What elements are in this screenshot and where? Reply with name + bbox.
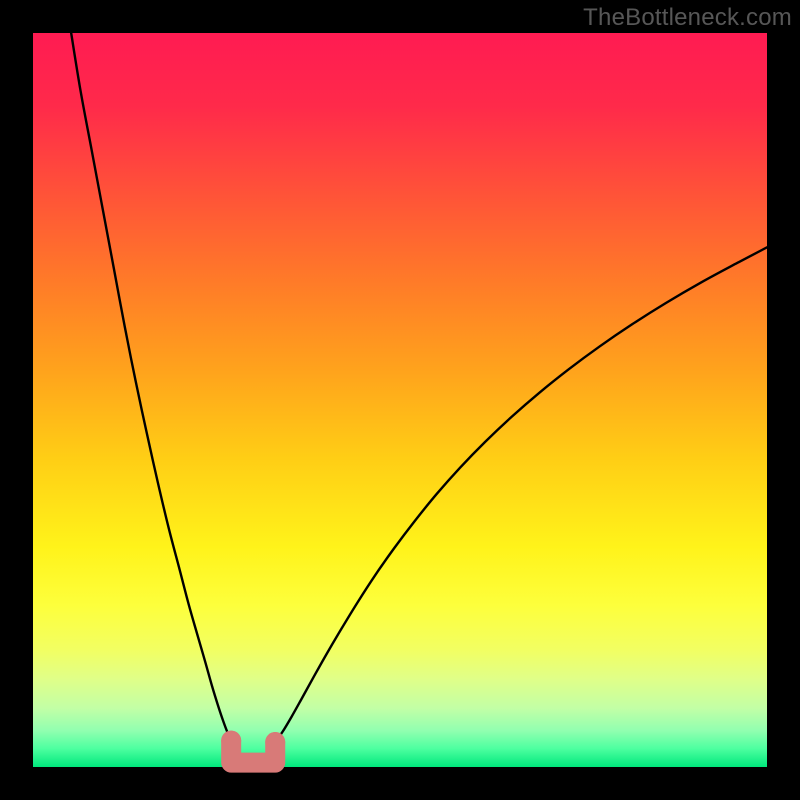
watermark-text: TheBottleneck.com [583,4,792,32]
marker-dot-right [265,732,285,752]
bottleneck-chart [0,0,800,800]
chart-stage: TheBottleneck.com [0,0,800,800]
marker-dot-left [221,731,241,751]
plot-area [33,33,767,767]
